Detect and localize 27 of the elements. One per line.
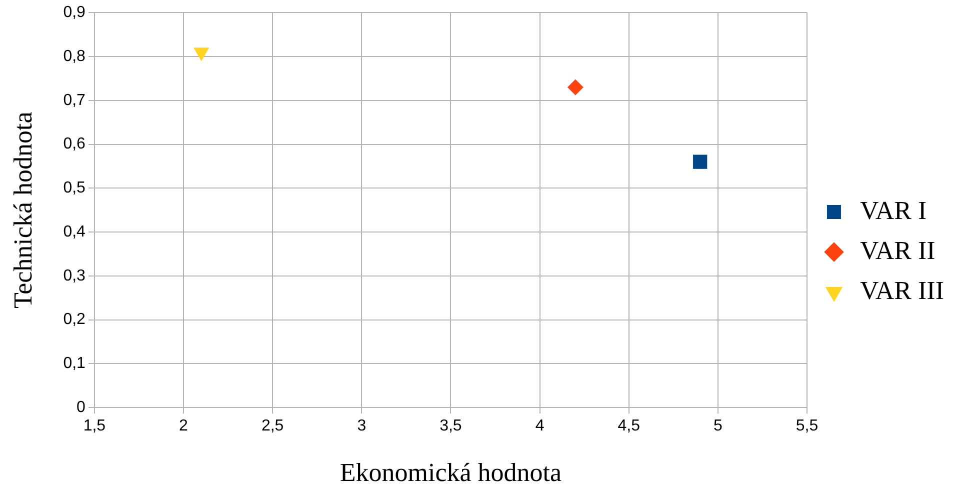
x-tick-label: 5,5 [796,418,818,435]
y-tick-label: 0,2 [63,311,86,328]
x-tick-label: 4 [535,418,544,435]
y-tick-label: 0,5 [63,180,86,197]
point [194,48,210,62]
legend-label: VAR II [860,236,936,265]
legend-label: VAR III [860,276,944,305]
y-axis-title: Technická hodnota [8,111,38,308]
y-tick-label: 0,7 [63,92,86,109]
x-tick-label: 4,5 [618,418,640,435]
y-tick-label: 0,6 [63,136,86,153]
point [567,79,584,96]
y-tick-label: 0,8 [63,48,86,65]
x-tick-label: 5 [713,418,722,435]
y-tick-label: 0,3 [63,267,86,284]
x-axis-title: Ekonomická hodnota [340,458,562,488]
legend-label: VAR I [860,196,927,225]
y-tick-label: 0,4 [63,223,86,240]
x-tick-label: 3 [357,418,366,435]
x-tick-label: 2,5 [261,418,284,435]
y-tick-label: 0,9 [63,4,86,22]
x-tick-label: 1,5 [83,418,106,435]
y-tick-label: 0 [76,399,86,416]
x-tick-label: 3,5 [440,418,462,435]
x-tick-label: 2 [179,418,188,435]
point [693,154,708,169]
y-tick-label: 0,1 [63,355,86,372]
